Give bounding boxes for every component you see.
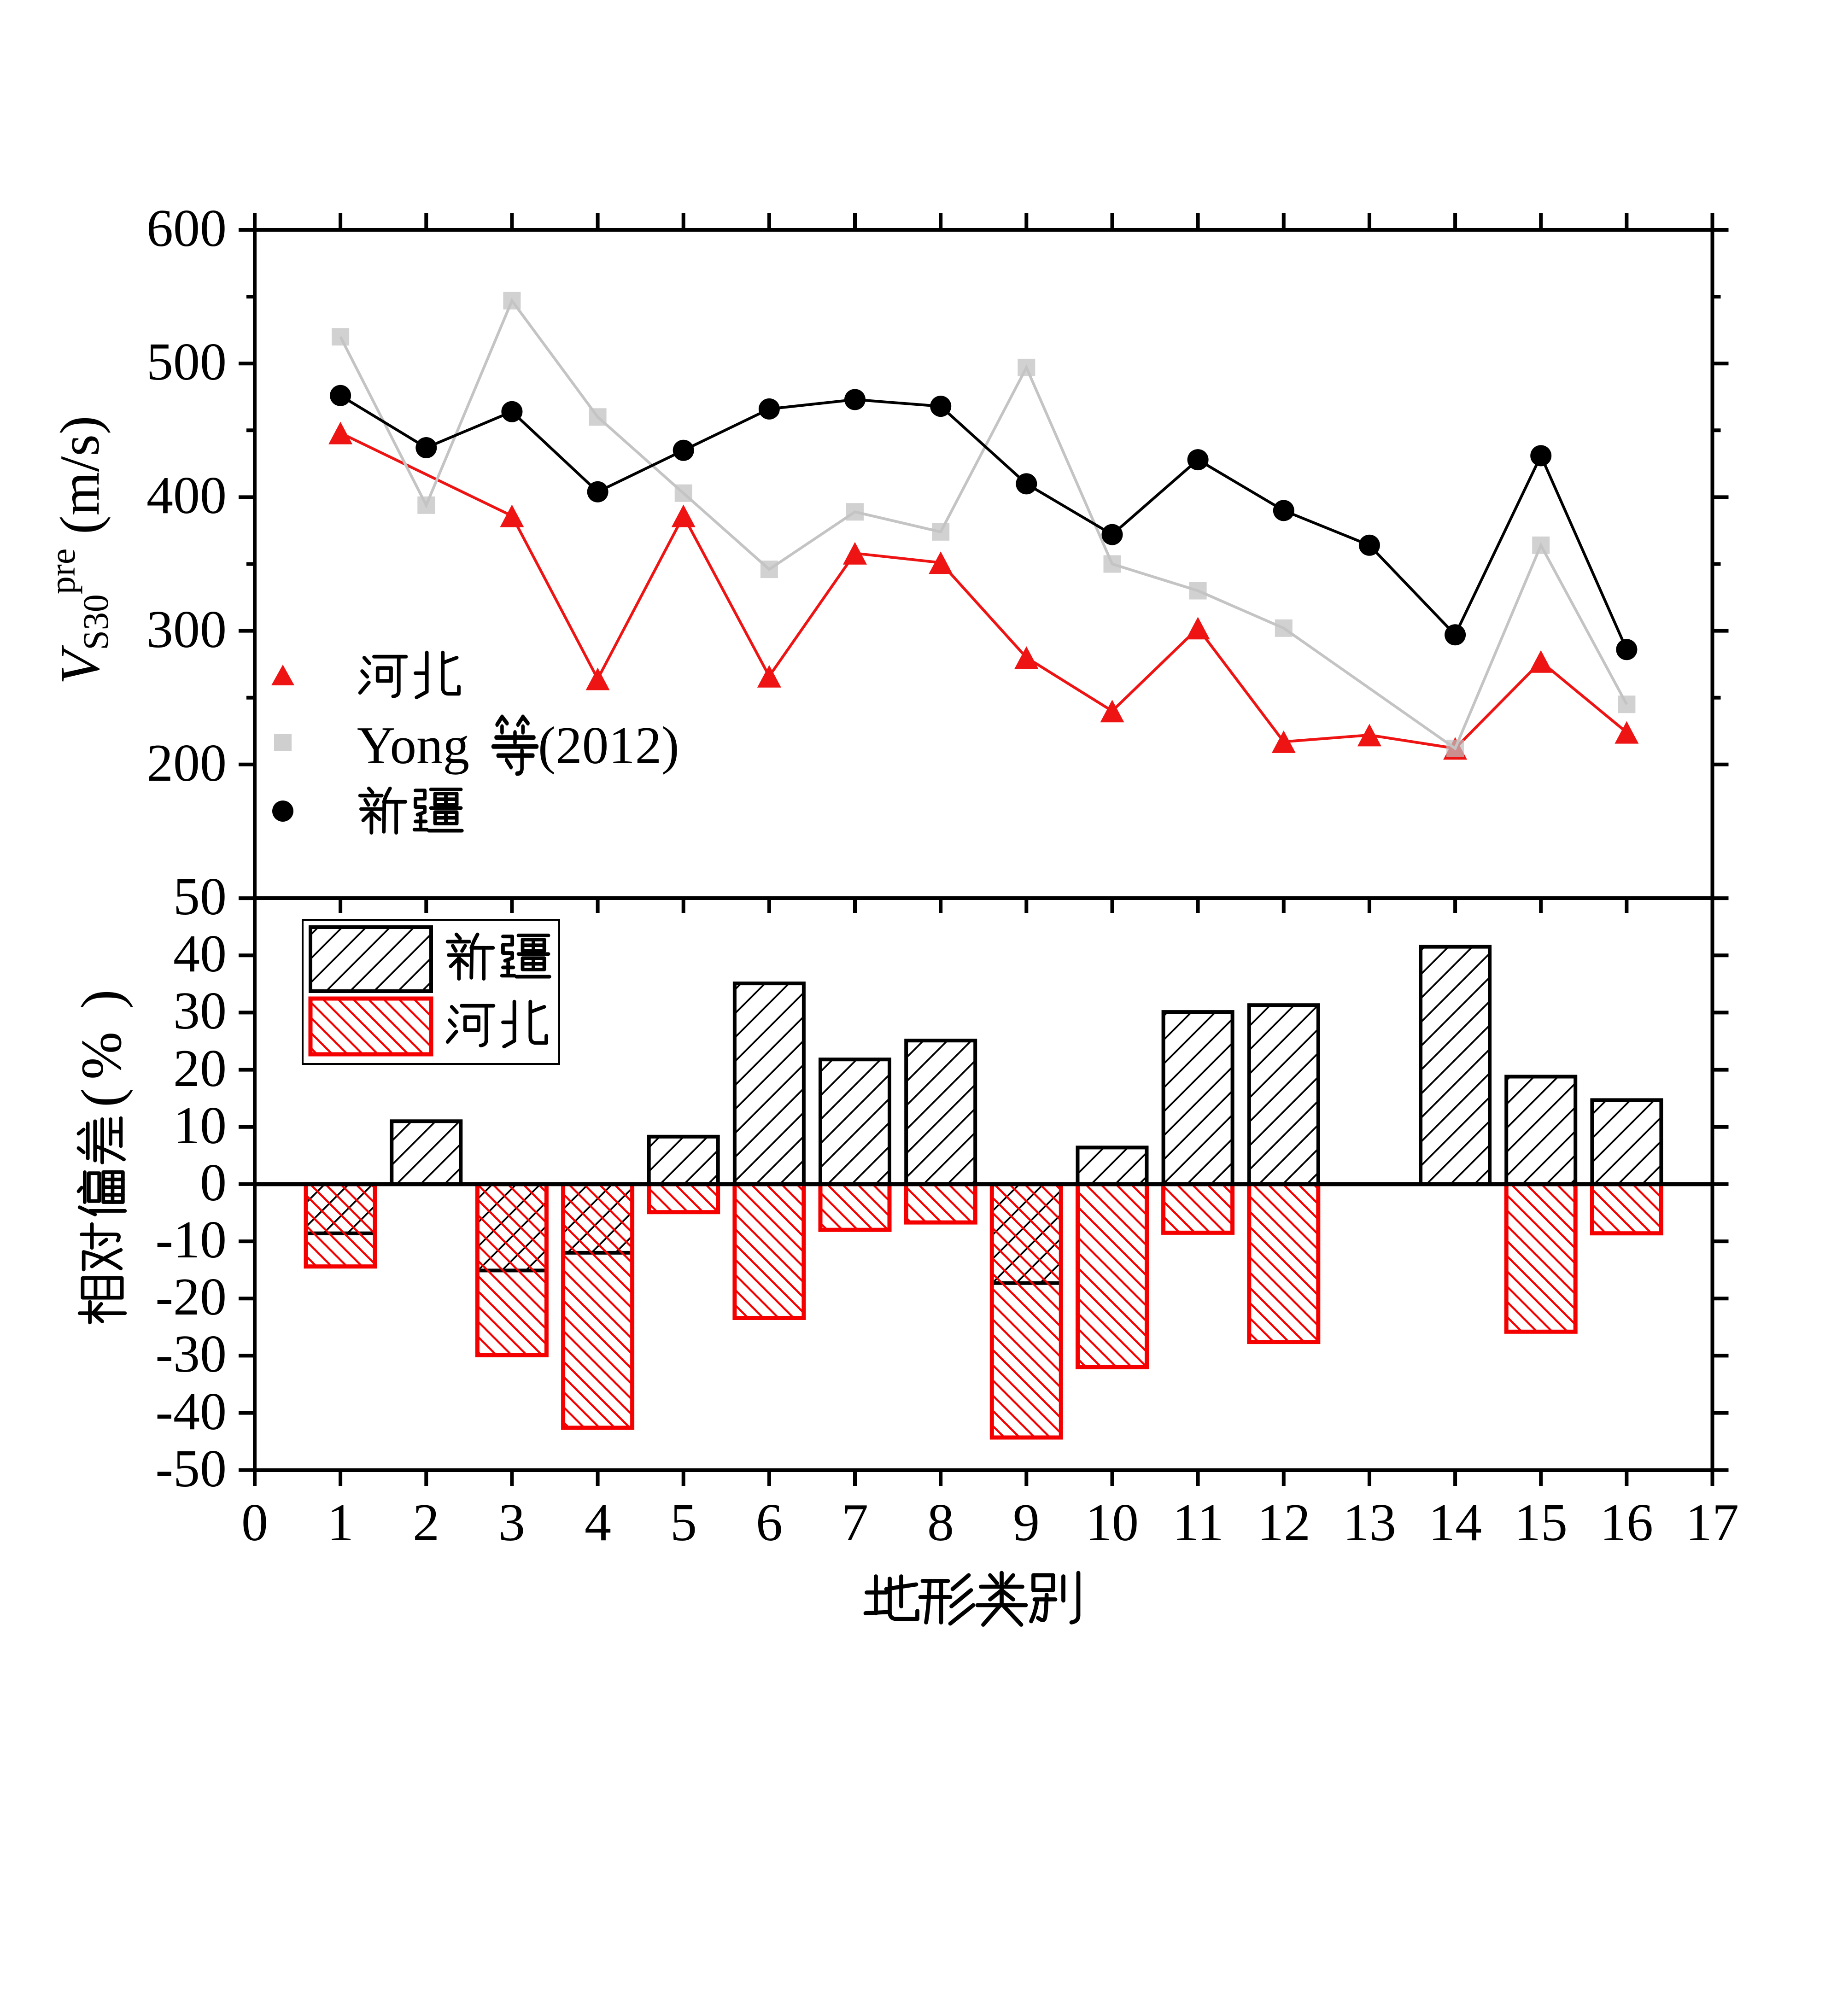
svg-text:500: 500	[146, 333, 227, 392]
svg-text:300: 300	[146, 600, 227, 659]
svg-text:-30: -30	[155, 1325, 227, 1384]
svg-text:1: 1	[327, 1493, 354, 1552]
svg-text:(2012): (2012)	[538, 716, 679, 775]
svg-text:10: 10	[1085, 1493, 1139, 1552]
svg-text:-40: -40	[155, 1382, 227, 1441]
svg-text:): )	[70, 989, 134, 1009]
svg-text:600: 600	[146, 199, 227, 258]
svg-text:-50: -50	[155, 1439, 227, 1498]
svg-text:200: 200	[146, 734, 227, 793]
svg-text:20: 20	[173, 1039, 227, 1098]
svg-text:Yong: Yong	[357, 716, 469, 775]
svg-text:2: 2	[413, 1493, 439, 1552]
svg-text:3: 3	[498, 1493, 525, 1552]
svg-text:15: 15	[1514, 1493, 1568, 1552]
svg-text:17: 17	[1685, 1493, 1739, 1552]
svg-text:14: 14	[1428, 1493, 1482, 1552]
svg-text:%: %	[70, 1032, 134, 1080]
svg-text:4: 4	[585, 1493, 611, 1552]
svg-text:30: 30	[173, 982, 227, 1040]
svg-text:16: 16	[1600, 1493, 1653, 1552]
svg-text:9: 9	[1013, 1493, 1040, 1552]
svg-text:7: 7	[842, 1493, 868, 1552]
svg-text:12: 12	[1257, 1493, 1310, 1552]
svg-text:50: 50	[173, 867, 227, 926]
svg-text:0: 0	[200, 1153, 227, 1212]
svg-text:-10: -10	[155, 1210, 227, 1269]
svg-text:VS30pre (m/s): VS30pre (m/s)	[42, 415, 116, 684]
svg-text:6: 6	[756, 1493, 783, 1552]
svg-text:(: (	[70, 1088, 134, 1107]
svg-text:10: 10	[173, 1096, 227, 1155]
svg-text:11: 11	[1172, 1493, 1224, 1552]
svg-text:8: 8	[927, 1493, 954, 1552]
svg-text:13: 13	[1343, 1493, 1396, 1552]
svg-text:40: 40	[173, 924, 227, 983]
svg-text:5: 5	[670, 1493, 697, 1552]
svg-text:-20: -20	[155, 1268, 227, 1326]
svg-text:0: 0	[241, 1493, 268, 1552]
svg-text:400: 400	[146, 466, 227, 525]
